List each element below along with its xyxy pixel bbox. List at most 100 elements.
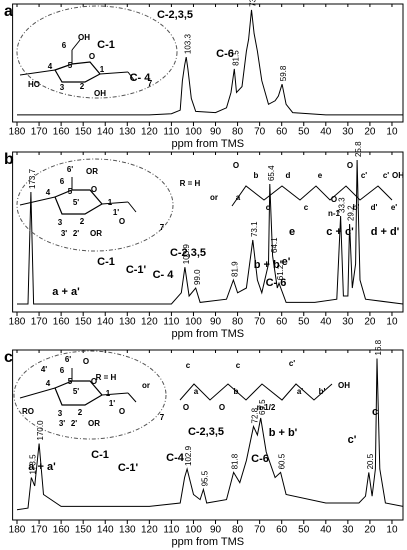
bond [101, 392, 129, 396]
x-tick-label: 70 [254, 317, 266, 328]
peak-assignment: C-1 [97, 39, 115, 51]
panel-label: b [4, 151, 14, 168]
x-tick-label: 160 [53, 525, 70, 536]
structure-label: c [304, 203, 309, 212]
peak-value-label: 73.7 [249, 0, 258, 7]
x-tick-label: 30 [342, 127, 354, 138]
structure-label: c' [289, 359, 295, 368]
x-tick-label: 180 [9, 525, 26, 536]
bond [19, 196, 56, 206]
x-tick-label: 180 [9, 127, 26, 138]
x-tick-label: 130 [119, 317, 136, 328]
structure-label: HO [28, 80, 40, 89]
x-tick-label: 160 [53, 317, 70, 328]
structure-label: 2' [73, 229, 79, 238]
x-tick-label: 40 [320, 127, 332, 138]
x-tick-label: 140 [97, 525, 114, 536]
peak-value-label: 99.0 [193, 269, 202, 285]
x-tick-label: 170 [31, 317, 48, 328]
x-tick-label: 150 [75, 127, 92, 138]
x-tick-label: 60 [276, 317, 288, 328]
structure-label: OR [88, 419, 100, 428]
structure-label: O [347, 161, 353, 170]
x-tick-label: 100 [185, 317, 202, 328]
structure-label: 4 [48, 62, 53, 71]
structure-label: OR [86, 167, 98, 176]
peak-assignment: C- 6 [266, 277, 287, 289]
structure-label: a' [297, 387, 303, 396]
x-tick-label: 170 [31, 127, 48, 138]
x-tick-label: 170 [31, 525, 48, 536]
spectrum-line [17, 9, 403, 116]
peak-assignment: e' [282, 256, 291, 268]
peak-assignment: c + c' [326, 226, 354, 238]
structure-label: O [119, 407, 125, 416]
structure-label: O [83, 357, 89, 366]
structure-outline [16, 158, 174, 252]
structure-label: 3' [59, 419, 65, 428]
structure-label: 4 [46, 379, 51, 388]
x-tick-label: 80 [232, 317, 244, 328]
peak-assignment: C-4 [166, 452, 185, 464]
spectrum-panel: 180 170 160 150 140 130 120 110 100 90 80 70 60 50 40 3… [4, 0, 404, 150]
structure-label: 2 [80, 82, 85, 91]
peak-value-label: 25.8 [354, 141, 363, 157]
x-tick-label: 80 [232, 127, 244, 138]
structure-label: 6' [65, 355, 71, 364]
structure-label: O [219, 403, 225, 412]
x-tick-label: 30 [342, 317, 354, 328]
structure-label: 2' [71, 419, 77, 428]
peak-value-label: 81.8 [231, 453, 240, 469]
structure-label: d [286, 171, 291, 180]
plot-frame [12, 349, 404, 521]
x-tick-label: 90 [210, 317, 222, 328]
structure-label: OH [78, 33, 90, 42]
structure-label: n-1/2 [257, 403, 276, 412]
structure-label: a [194, 387, 199, 396]
peak-value-label: 173.5 [28, 454, 37, 475]
spectrum-line [17, 159, 404, 305]
x-tick-label: 50 [298, 525, 310, 536]
peak-value-label: 29.2 [347, 205, 356, 221]
peak-value-label: 95.5 [200, 470, 209, 486]
peak-assignment: a + a' [52, 286, 80, 298]
x-tick-label: 160 [53, 127, 70, 138]
structure-label: b [254, 171, 259, 180]
x-tick-label: 90 [210, 525, 222, 536]
structure-outline [13, 350, 167, 440]
structure-label: 3 [58, 409, 63, 418]
structure-label: d' [371, 203, 378, 212]
bond [99, 71, 129, 75]
structure-outline [16, 5, 178, 99]
x-tick-label: 130 [119, 127, 136, 138]
structure-label: e' [391, 203, 397, 212]
structure-label: 2 [78, 408, 83, 417]
x-tick-label: 100 [185, 525, 202, 536]
peak-value-label: 60.5 [278, 453, 287, 469]
x-axis-label: ppm from TMS [172, 536, 245, 548]
x-tick-label: 30 [342, 525, 354, 536]
peak-value-label: 81.9 [230, 261, 239, 277]
peak-value-label: 72.8 [251, 407, 260, 423]
structure-label: 4' [41, 365, 47, 374]
x-tick-label: 10 [386, 127, 398, 138]
x-tick-label: 10 [386, 525, 398, 536]
bond [127, 201, 137, 213]
peak-assignment: C-1 [91, 449, 109, 461]
structure-label: b' [319, 387, 326, 396]
structure-label: 2 [80, 217, 85, 226]
structure-label: 5 [68, 377, 73, 386]
peak-assignment: C-1' [126, 264, 147, 276]
x-tick-label: 80 [232, 525, 244, 536]
structure-label: O [89, 52, 95, 61]
structure-label: c [236, 361, 241, 370]
bond [127, 392, 137, 403]
x-tick-label: 70 [254, 127, 266, 138]
x-tick-label: 40 [320, 317, 332, 328]
structure-label: 1' [113, 208, 119, 217]
structure-label: 1 [100, 65, 105, 74]
peak-assignment: C- 4 [130, 72, 152, 84]
x-axis-label: ppm from TMS [172, 138, 245, 150]
structure-label: O [233, 161, 239, 170]
peak-value-label: 103.9 [182, 244, 191, 265]
